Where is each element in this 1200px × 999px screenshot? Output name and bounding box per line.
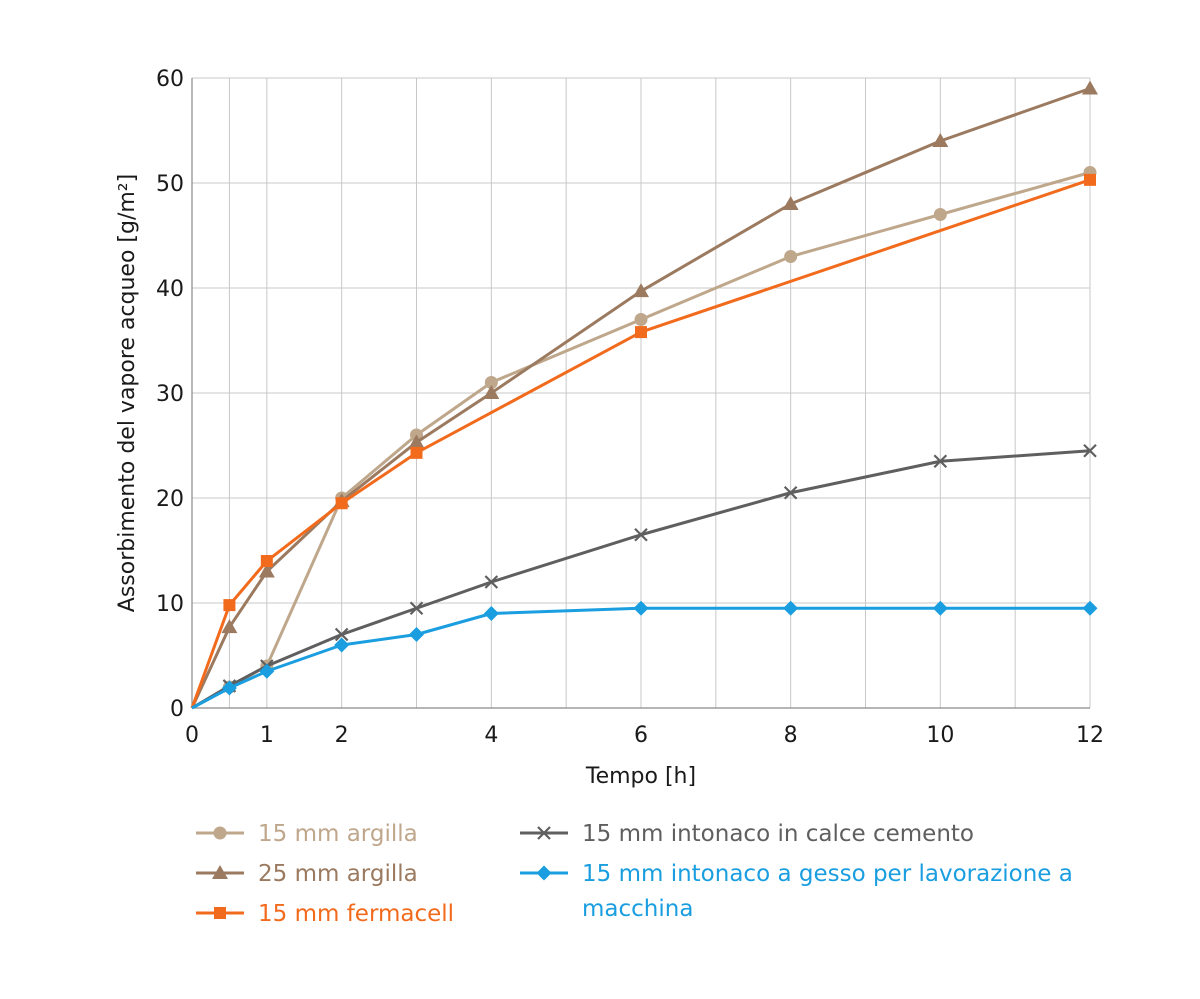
data-point <box>782 196 799 210</box>
data-point <box>1082 600 1098 616</box>
y-tick-label: 40 <box>156 277 184 302</box>
data-point <box>409 627 424 642</box>
data-point <box>635 326 647 339</box>
y-tick-label: 50 <box>156 172 184 197</box>
x-tick-label: 10 <box>926 723 954 748</box>
data-point <box>634 527 648 542</box>
data-point <box>334 637 350 653</box>
data-point <box>484 376 498 389</box>
grid <box>192 77 1091 708</box>
legend-label: 15 mm intonaco a gesso per lavorazione a <box>582 861 1073 887</box>
data-point <box>783 485 798 500</box>
data-point <box>932 600 948 616</box>
x-tick-label: 1 <box>260 723 274 748</box>
series-5 <box>191 600 1098 710</box>
y-axis-title: Assorbimento del vapore acqueo [g/m²] <box>115 174 140 612</box>
y-tick-label: 20 <box>156 487 184 512</box>
legend-label: 25 mm argilla <box>258 861 418 887</box>
data-point <box>483 606 499 621</box>
series-line <box>191 449 1091 710</box>
legend-label: 15 mm intonaco in calce cemento <box>582 821 974 847</box>
y-tick-label: 10 <box>156 592 184 617</box>
data-point <box>259 663 275 679</box>
legend-item: 15 mm argilla <box>196 821 418 847</box>
data-point <box>258 563 275 578</box>
data-point <box>221 680 237 696</box>
data-point <box>483 385 500 399</box>
legend: 15 mm argilla 25 mm argilla 15 mm fermacel… <box>196 821 1073 927</box>
data-point <box>933 208 947 221</box>
data-point <box>784 250 798 263</box>
data-point <box>335 497 348 510</box>
data-point <box>1083 443 1097 458</box>
y-tick-label: 60 <box>156 67 184 92</box>
data-point <box>783 600 799 616</box>
legend-label: 15 mm argilla <box>258 821 418 847</box>
data-point <box>221 619 238 634</box>
legend-item: 15 mm intonaco a gesso per lavorazione a… <box>520 861 1073 922</box>
x-tick-label: 12 <box>1076 723 1104 748</box>
data-point <box>408 434 425 449</box>
x-tick-label: 0 <box>185 723 199 748</box>
x-tick-label: 6 <box>634 723 648 748</box>
data-point <box>410 446 423 459</box>
series-4 <box>191 443 1097 710</box>
data-point <box>1082 80 1098 95</box>
data-point <box>1084 173 1096 186</box>
legend-item: 25 mm argilla <box>196 861 418 887</box>
data-point <box>933 454 948 469</box>
series-3 <box>190 173 1096 709</box>
axes <box>191 78 1090 709</box>
legend-item: 15 mm intonaco in calce cemento <box>520 821 974 847</box>
data-point <box>932 133 949 147</box>
series-layer <box>190 80 1098 710</box>
data-point <box>260 555 273 567</box>
legend-marker <box>212 865 228 879</box>
y-tick-label: 30 <box>156 382 184 407</box>
data-point <box>633 283 649 298</box>
legend-marker <box>214 907 226 919</box>
series-line <box>191 606 1090 710</box>
legend-marker <box>213 826 227 840</box>
series-line <box>190 87 1091 709</box>
x-tick-label: 4 <box>484 723 498 748</box>
data-point <box>409 601 424 616</box>
y-tick-label: 0 <box>170 697 184 722</box>
data-point <box>223 599 236 612</box>
legend-marker <box>536 865 552 881</box>
x-axis-title: Tempo [h] <box>585 764 696 789</box>
data-point <box>633 600 649 616</box>
series-2 <box>190 80 1098 709</box>
data-point <box>484 575 499 589</box>
legend-label: macchina <box>582 896 693 922</box>
legend-marker <box>537 826 551 840</box>
data-point <box>334 627 349 642</box>
x-tick-label: 2 <box>335 723 349 748</box>
series-1 <box>191 166 1097 710</box>
data-point <box>634 313 648 326</box>
x-tick-label: 8 <box>784 723 798 748</box>
legend-label: 15 mm fermacell <box>258 901 454 927</box>
legend-item: 15 mm fermacell <box>196 901 454 927</box>
